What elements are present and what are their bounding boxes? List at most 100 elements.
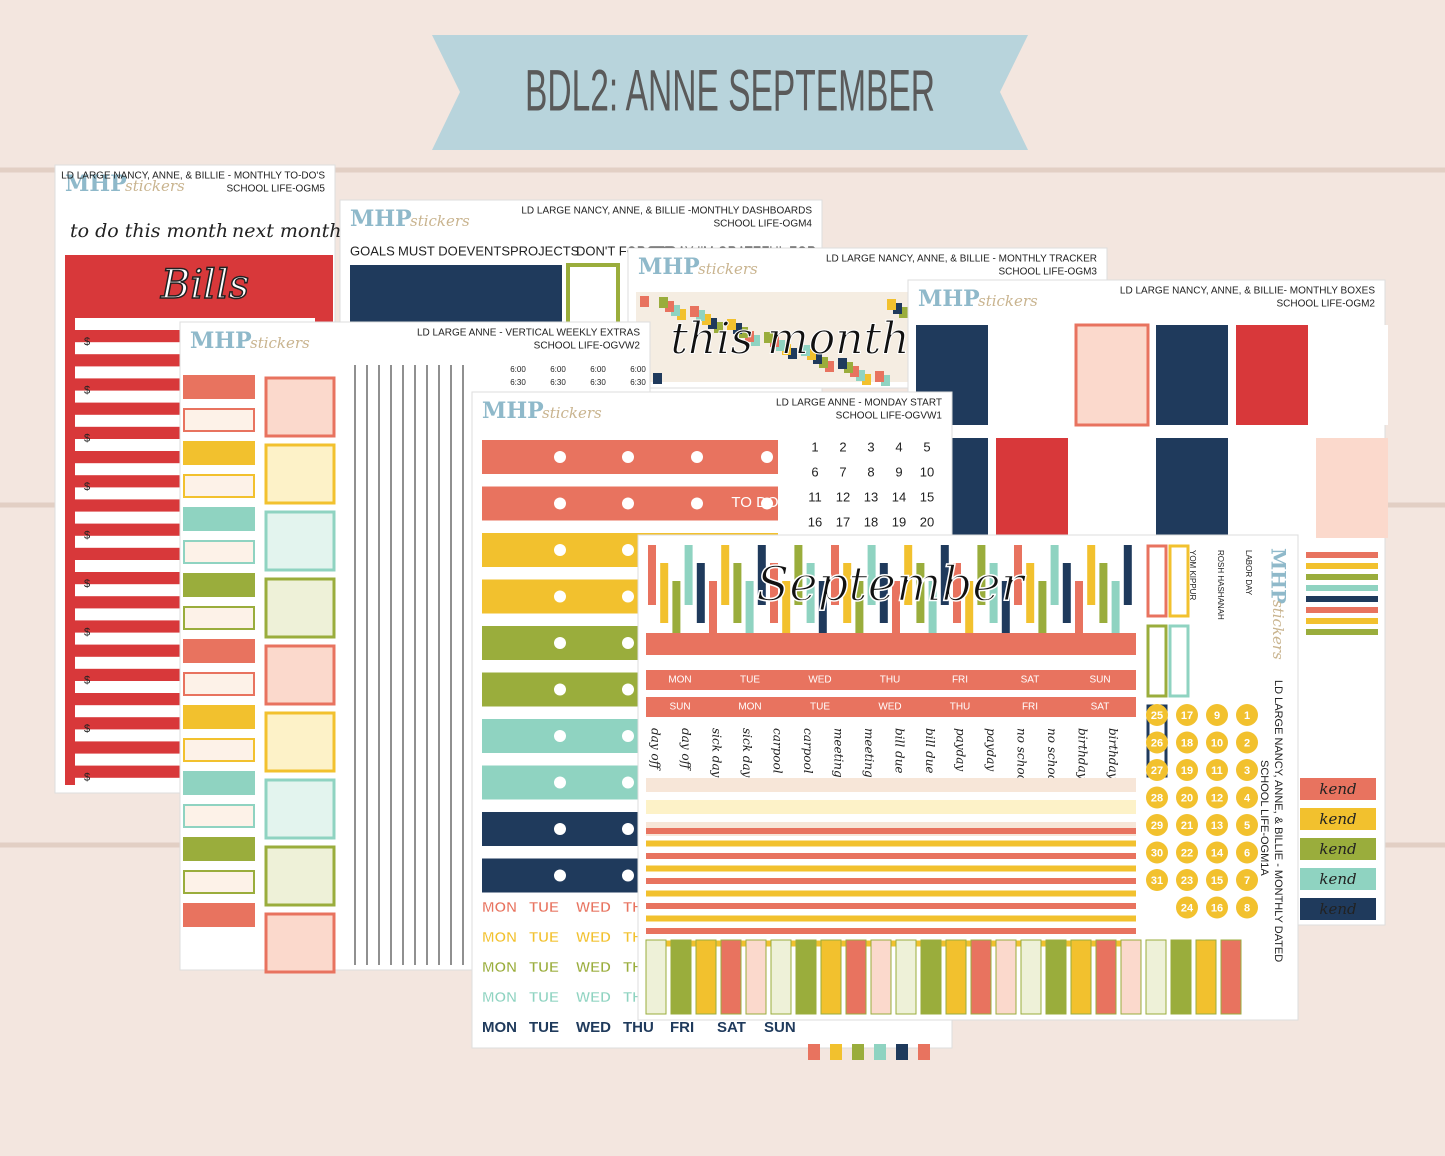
sticker — [1236, 438, 1308, 538]
sticker — [1095, 939, 1117, 1015]
sticker — [183, 408, 255, 432]
sticker — [733, 323, 742, 334]
sticker — [646, 903, 1136, 909]
label: 12 — [836, 489, 850, 504]
sticker — [733, 563, 742, 623]
punch-dot — [554, 776, 566, 789]
punch-dot — [622, 451, 634, 463]
label: SCHOOL LIFE-OGVW1 — [836, 411, 943, 422]
punch-dot — [761, 451, 773, 463]
date-circle — [1206, 841, 1228, 864]
label: 31 — [1151, 875, 1163, 887]
label: MON — [482, 959, 517, 976]
sticker — [646, 633, 1136, 655]
date-circle — [1146, 731, 1168, 754]
sticker — [850, 366, 859, 377]
label: WED — [576, 899, 611, 916]
label: TUE — [529, 929, 559, 946]
label: FRI — [1022, 702, 1038, 713]
sticker — [709, 581, 717, 641]
date-circle — [1146, 786, 1168, 809]
sticker — [1300, 778, 1376, 800]
label: 11 — [808, 489, 822, 504]
sticker — [845, 939, 867, 1015]
label: kend — [1319, 870, 1356, 888]
sticker — [183, 540, 255, 564]
sticker — [183, 771, 255, 795]
label: 10 — [1211, 737, 1223, 749]
label: stickers — [250, 334, 310, 352]
sticker — [646, 853, 1136, 859]
sticker — [1074, 323, 1150, 427]
label: 6:30 — [550, 378, 566, 387]
sticker — [183, 804, 255, 828]
label: LD LARGE ANNE - VERTICAL WEEKLY EXTRAS — [417, 328, 640, 339]
sticker — [895, 939, 917, 1015]
sticker — [879, 563, 888, 623]
label: MON — [482, 989, 517, 1006]
punch-dot — [691, 497, 703, 510]
sticker — [1099, 563, 1108, 623]
label: day off — [649, 728, 663, 772]
sticker — [843, 563, 852, 623]
date-circle — [1206, 704, 1228, 726]
sticker — [806, 563, 815, 623]
sticker — [813, 353, 822, 364]
sticker — [945, 939, 967, 1015]
label: $ — [84, 675, 90, 687]
label: 22 — [1181, 847, 1193, 859]
label: 24 — [1181, 902, 1194, 914]
label: 6:30 — [590, 378, 606, 387]
sticker — [727, 319, 736, 330]
sticker — [893, 303, 902, 314]
sticker — [1306, 607, 1378, 613]
punch-dot — [622, 730, 634, 742]
label: 2 — [839, 439, 846, 454]
label: 9 — [895, 464, 902, 479]
label: MUST DO — [398, 243, 458, 258]
sticker — [1306, 563, 1378, 569]
label: ROSH HASHANAH — [1216, 550, 1225, 620]
label: 25 — [1151, 710, 1163, 722]
punch-dot — [622, 823, 634, 835]
label: TO DO — [731, 494, 778, 511]
sticker — [1236, 325, 1308, 425]
sticker — [183, 837, 255, 861]
sticker — [844, 362, 853, 373]
date-circle — [1146, 704, 1168, 726]
label: SUN — [669, 702, 690, 713]
label: 6:00 — [630, 365, 646, 374]
label: stickers — [698, 260, 758, 278]
sticker — [904, 545, 913, 605]
sticker — [1316, 438, 1388, 538]
label: TUE — [529, 989, 559, 1006]
sticker — [875, 371, 884, 382]
label: THU — [623, 1019, 654, 1036]
sticker — [1195, 939, 1217, 1015]
label: 30 — [1151, 847, 1163, 859]
punch-dot — [554, 544, 566, 556]
sticker — [818, 581, 827, 641]
label: MON — [668, 675, 691, 686]
label: 4 — [895, 439, 902, 454]
label: 6:00 — [590, 365, 606, 374]
date-circle — [1206, 759, 1228, 781]
sticker — [751, 335, 760, 346]
label: TUE — [529, 899, 559, 916]
sticker — [745, 581, 754, 641]
sticker — [807, 349, 816, 360]
sticker — [896, 1044, 908, 1060]
sticker — [264, 778, 336, 840]
sticker — [867, 545, 876, 605]
sticker — [1306, 585, 1378, 591]
sticker — [855, 581, 864, 641]
date-circle — [1206, 814, 1228, 836]
sticker — [1120, 939, 1142, 1015]
label: 20 — [1181, 792, 1193, 804]
sticker — [852, 1044, 864, 1060]
label: 9 — [1214, 710, 1220, 722]
date-circle — [1236, 814, 1258, 836]
label: MHP — [190, 328, 252, 354]
label: WED — [576, 929, 611, 946]
sticker — [745, 939, 767, 1015]
